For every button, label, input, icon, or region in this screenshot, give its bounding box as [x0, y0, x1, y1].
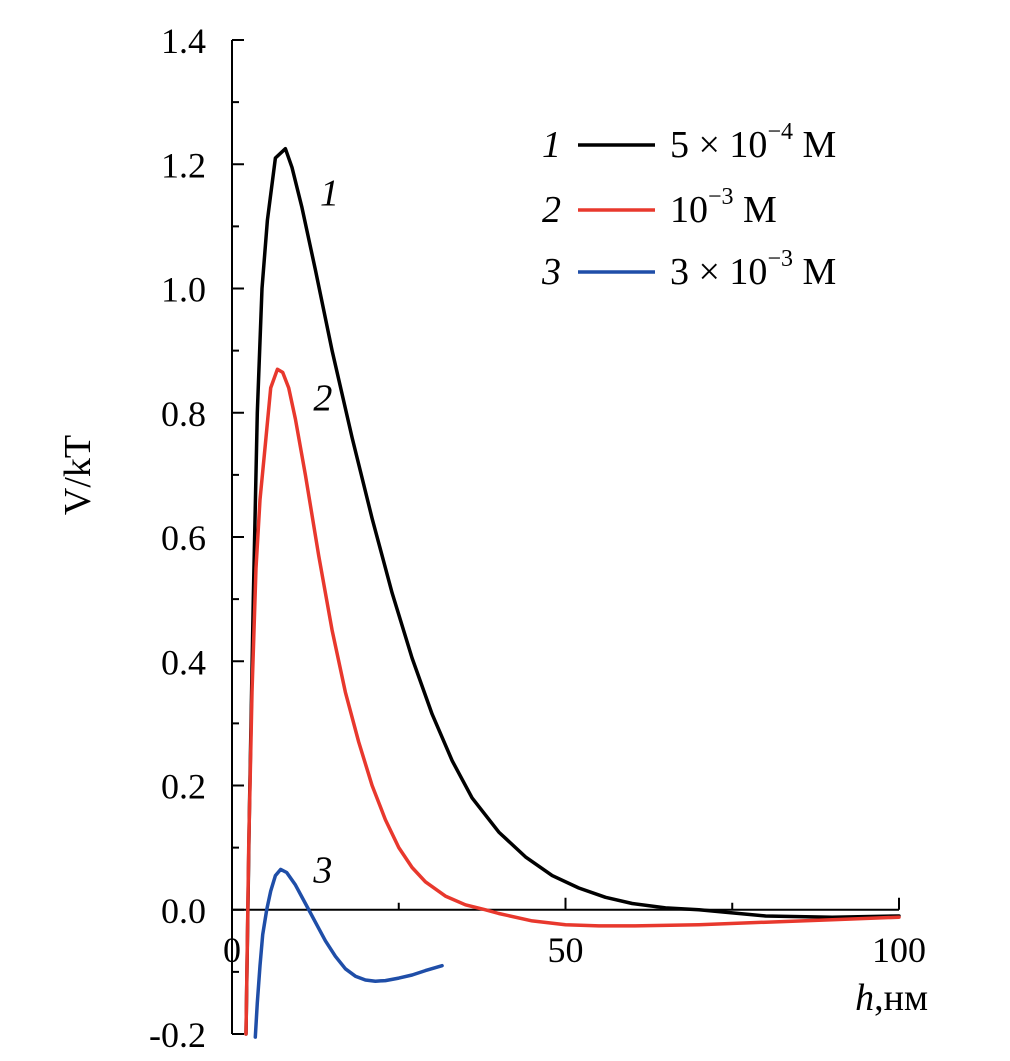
- legend-number-2: 2: [542, 189, 561, 231]
- y-tick-label: 0.8: [161, 394, 206, 434]
- curve-label-3: 3: [312, 849, 332, 891]
- y-axis-title: V/kT: [57, 435, 99, 515]
- legend-label-3: 3 × 10−3 М: [670, 246, 836, 293]
- y-tick-label: -0.2: [149, 1015, 206, 1055]
- x-tick-label: 50: [548, 930, 584, 970]
- series-line-2: [244, 367, 901, 1036]
- x-tick-label: 100: [872, 930, 926, 970]
- series-line-3: [253, 867, 444, 1039]
- axes: -0.2 0.0 0.2 0.4 0.6 0.8 1.0 1.2 1.4 0 50 100 h,нм V/…: [57, 21, 928, 1055]
- series-line-1: [244, 146, 901, 1036]
- x-axis-title: h,нм: [855, 977, 928, 1019]
- curve-label-1: 1: [320, 172, 339, 214]
- y-tick-label: 1.0: [161, 270, 206, 310]
- x-tick-label: 0: [223, 930, 241, 970]
- curve-labels: 1 2 3: [312, 172, 339, 891]
- legend-label-1: 5 × 10−4 М: [670, 119, 836, 166]
- y-tick-label: 0.6: [161, 518, 206, 558]
- y-tick-label: 0.2: [161, 767, 206, 807]
- y-tick-label: 1.2: [161, 145, 206, 185]
- legend-label-2: 10−3 М: [670, 184, 777, 231]
- legend: 1 5 × 10−4 М 2 10−3 М 3 3 × 10−3 М: [541, 119, 836, 293]
- curve-label-2: 2: [313, 377, 332, 419]
- y-tick-label: 0.0: [161, 891, 206, 931]
- plot-area: [244, 146, 901, 1039]
- y-tick-label: 1.4: [161, 21, 206, 61]
- legend-number-1: 1: [542, 124, 561, 166]
- legend-number-3: 3: [541, 251, 561, 293]
- y-tick-label: 0.4: [161, 642, 206, 682]
